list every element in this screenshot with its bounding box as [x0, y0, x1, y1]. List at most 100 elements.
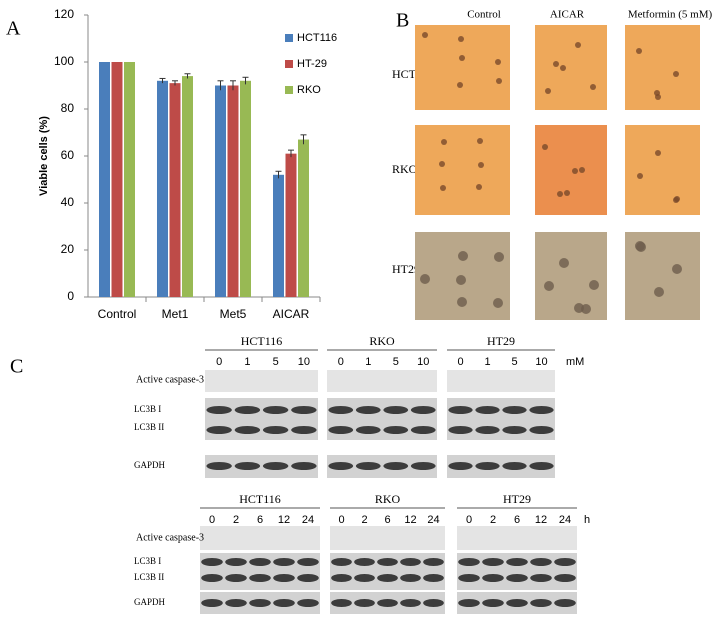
lane-label: 5	[273, 356, 279, 368]
y-tick-label: 80	[61, 101, 75, 115]
lane-label: 2	[361, 514, 367, 526]
band	[383, 426, 409, 434]
colony	[637, 173, 643, 179]
band	[448, 406, 473, 414]
band	[234, 462, 261, 470]
colony	[458, 36, 464, 42]
band	[262, 462, 289, 470]
band	[225, 599, 247, 607]
band	[234, 406, 261, 414]
bar	[240, 80, 251, 297]
bar	[169, 83, 181, 298]
band	[554, 599, 576, 607]
error-bar	[275, 170, 282, 179]
blot	[205, 370, 318, 392]
colony	[457, 82, 463, 88]
legend-label: HCT116	[297, 32, 337, 44]
band	[355, 406, 381, 414]
band	[400, 574, 421, 582]
colony-image	[625, 25, 700, 110]
band	[291, 462, 317, 470]
band	[249, 574, 271, 582]
x-tick-label: Met5	[220, 307, 247, 321]
band	[400, 599, 421, 607]
band	[482, 558, 504, 566]
band	[297, 599, 319, 607]
group-label: HT29	[487, 334, 515, 348]
panel-label: C	[10, 356, 23, 378]
band	[400, 558, 421, 566]
band	[529, 426, 554, 434]
band	[328, 462, 354, 470]
band	[331, 558, 352, 566]
colony	[496, 78, 502, 84]
band	[506, 558, 528, 566]
colony	[422, 32, 428, 38]
colony-image	[535, 125, 607, 215]
colony	[655, 94, 661, 100]
error-bar	[288, 149, 294, 158]
blot	[457, 526, 577, 550]
unit-label: mM	[566, 356, 584, 368]
colony	[477, 138, 483, 144]
band	[448, 426, 473, 434]
y-tick-label: 0	[67, 289, 74, 303]
band	[377, 558, 398, 566]
colony	[589, 280, 599, 290]
lane-label: 10	[298, 356, 310, 368]
band	[482, 574, 504, 582]
band	[249, 558, 271, 566]
row-label: GAPDH	[134, 597, 166, 607]
colony	[590, 84, 596, 90]
lane-label: 2	[490, 514, 496, 526]
band	[262, 426, 289, 434]
lane-label: 1	[244, 356, 250, 368]
band	[354, 558, 375, 566]
y-tick-label: 60	[61, 148, 75, 162]
band	[377, 574, 398, 582]
error-bar	[242, 76, 249, 85]
band	[554, 574, 576, 582]
colony-image	[625, 125, 700, 215]
lane-label: 0	[338, 356, 344, 368]
bar	[182, 76, 193, 297]
band	[475, 426, 500, 434]
band	[410, 426, 436, 434]
lane-label: 0	[466, 514, 472, 526]
colony	[559, 258, 569, 268]
y-tick-label: 100	[54, 54, 74, 68]
lane-label: 5	[511, 356, 517, 368]
colony	[476, 184, 482, 190]
error-bar	[159, 77, 166, 84]
band	[529, 462, 554, 470]
band	[506, 574, 528, 582]
bar	[227, 85, 239, 297]
band	[331, 599, 352, 607]
band	[206, 406, 232, 414]
row-label: LC3B I	[134, 404, 161, 414]
lane-label: 2	[233, 514, 239, 526]
row-label: LC3B II	[134, 572, 164, 582]
band	[530, 558, 552, 566]
band	[475, 462, 500, 470]
band	[328, 406, 354, 414]
band	[530, 599, 552, 607]
band	[291, 406, 317, 414]
colony	[456, 275, 466, 285]
colony-image	[535, 25, 607, 110]
colony	[564, 190, 570, 196]
bar	[124, 62, 135, 297]
legend-label: HT-29	[297, 58, 327, 70]
colony	[459, 55, 465, 61]
band	[225, 574, 247, 582]
lane-label: 6	[384, 514, 390, 526]
band	[502, 406, 527, 414]
colony	[581, 304, 591, 314]
column-header: AICAR	[550, 9, 585, 21]
x-tick-label: Met1	[162, 307, 189, 321]
colony	[495, 59, 501, 65]
colony	[441, 139, 447, 145]
band	[201, 574, 223, 582]
bar	[298, 139, 309, 297]
